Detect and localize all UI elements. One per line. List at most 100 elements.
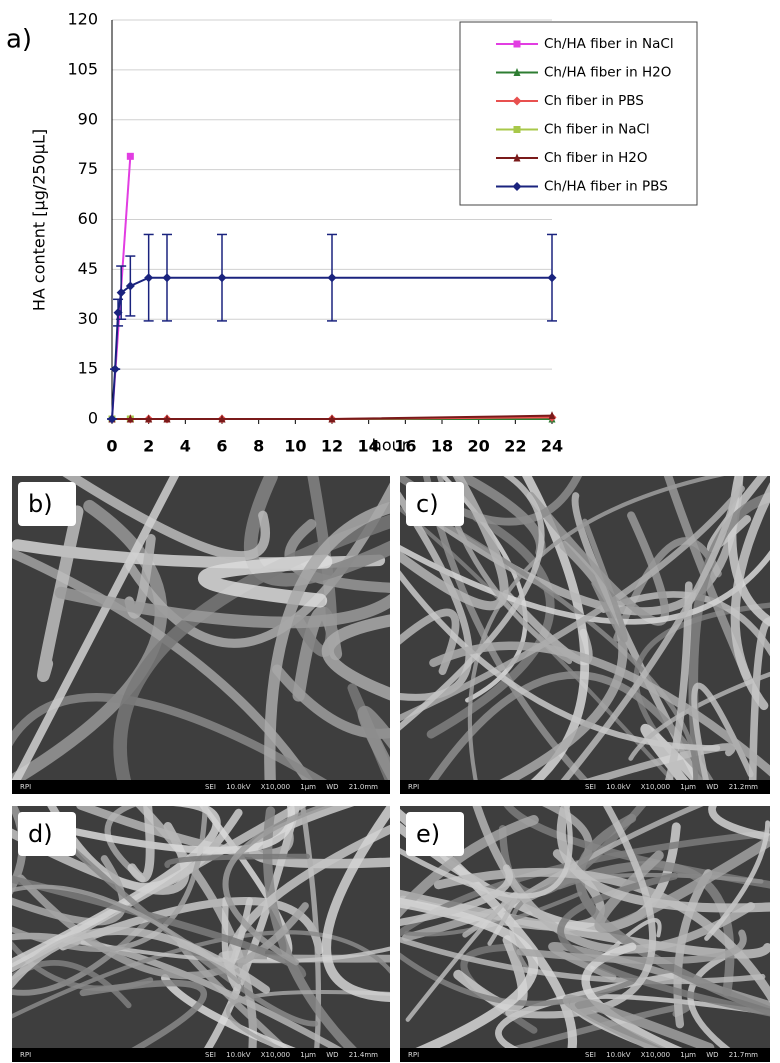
marker	[110, 364, 120, 374]
fiber	[37, 505, 84, 682]
marker	[217, 273, 227, 283]
marker	[512, 182, 522, 191]
y-tick-label: 90	[78, 109, 98, 128]
marker	[512, 96, 522, 106]
marker	[218, 414, 226, 423]
fiber	[708, 806, 770, 842]
fiber	[243, 476, 390, 587]
fiber	[704, 820, 770, 941]
x-tick-label: 24	[541, 437, 563, 456]
fiber	[549, 476, 743, 794]
marker	[145, 414, 153, 423]
fiber	[80, 940, 390, 964]
fiber	[748, 617, 770, 794]
sem-texture	[400, 476, 770, 794]
x-axis-label: hour	[372, 436, 409, 455]
fiber	[400, 806, 573, 899]
fiber	[516, 929, 747, 965]
fiber	[12, 855, 127, 926]
fiber	[563, 994, 715, 1062]
fiber	[400, 476, 509, 611]
x-tick-label: 18	[431, 437, 453, 456]
fiber	[17, 874, 309, 980]
fiber	[405, 891, 519, 1022]
legend-label: Ch fiber in NaCl	[544, 122, 650, 138]
y-axis-label: HA content [µg/250µL]	[30, 129, 49, 311]
fiber	[264, 501, 390, 794]
marker	[113, 308, 123, 318]
sem-source: RPI	[20, 1051, 32, 1059]
marker	[328, 414, 336, 423]
fiber	[688, 492, 770, 794]
fiber	[12, 806, 221, 968]
fiber	[575, 813, 770, 1016]
y-tick-label: 60	[78, 209, 98, 228]
y-tick-label: 105	[67, 59, 98, 78]
legend-box	[459, 21, 698, 206]
fiber	[62, 476, 270, 561]
legend-label: Ch/HA fiber in PBS	[544, 179, 668, 195]
sem-info: SEI 10.0kV X10,000 1µm WD 21.2mm	[584, 783, 758, 791]
marker	[327, 273, 337, 283]
sem-info-bar: RPI SEI 10.0kV X10,000 1µm WD 21.4mm	[12, 1048, 390, 1062]
legend-label: Ch/HA fiber in NaCl	[544, 36, 674, 52]
fiber	[400, 829, 770, 938]
x-tick-label: 8	[253, 437, 264, 456]
panel-label: c)	[406, 482, 464, 526]
legend-label: Ch fiber in PBS	[544, 93, 644, 109]
fiber	[436, 476, 573, 665]
sem-source: RPI	[20, 783, 32, 791]
marker	[107, 414, 117, 424]
fiber	[429, 641, 770, 777]
marker	[547, 273, 557, 283]
fiber	[321, 806, 390, 1002]
marker	[116, 288, 126, 298]
fiber	[127, 806, 155, 883]
legend-label: Ch fiber in H2O	[544, 150, 647, 166]
marker	[548, 411, 556, 420]
sem-image: d) RPI SEI 10.0kV X10,000 1µm WD 21.4mm	[12, 806, 390, 1062]
fiber	[400, 570, 721, 751]
sem-info-bar: RPI SEI 10.0kV X10,000 1µm WD 21.0mm	[12, 780, 390, 794]
sem-info: SEI 10.0kV X10,000 1µm WD 21.4mm	[204, 1051, 378, 1059]
fiber	[400, 864, 513, 927]
fiber	[161, 974, 333, 1062]
fiber	[633, 602, 770, 760]
fiber	[730, 482, 770, 711]
fiber	[113, 514, 390, 794]
fiber	[12, 960, 132, 1009]
marker	[513, 40, 521, 48]
x-tick-label: 14	[358, 437, 380, 456]
legend-label: Ch/HA fiber in H2O	[544, 65, 671, 81]
fiber	[400, 506, 688, 794]
marker	[144, 273, 154, 283]
x-tick-label: 16	[394, 437, 416, 456]
fiber	[12, 806, 27, 895]
fiber	[12, 875, 307, 978]
panel-label: a)	[6, 25, 32, 55]
fiber	[400, 815, 539, 918]
fiber	[79, 979, 207, 1062]
y-tick-label: 45	[78, 259, 98, 278]
fiber	[222, 806, 334, 966]
y-tick-label: 15	[78, 359, 98, 378]
fiber	[400, 476, 545, 731]
marker	[163, 414, 171, 423]
fiber	[400, 476, 582, 526]
fiber	[321, 614, 390, 701]
fiber	[12, 915, 153, 996]
sem-info: SEI 10.0kV X10,000 1µm WD 21.7mm	[584, 1051, 758, 1059]
y-tick-label: 120	[67, 10, 98, 29]
fiber	[426, 513, 555, 739]
fiber	[556, 806, 770, 913]
y-tick-label: 75	[78, 159, 98, 178]
fiber	[400, 608, 460, 676]
sem-image: e) RPI SEI 10.0kV X10,000 1µm WD 21.7mm	[400, 806, 770, 1062]
fiber	[467, 476, 725, 794]
marker	[513, 153, 521, 162]
x-tick-label: 20	[468, 437, 490, 456]
fiber	[582, 518, 628, 643]
x-tick-label: 12	[321, 437, 343, 456]
fiber	[357, 706, 390, 784]
y-tick-label: 30	[78, 309, 98, 328]
